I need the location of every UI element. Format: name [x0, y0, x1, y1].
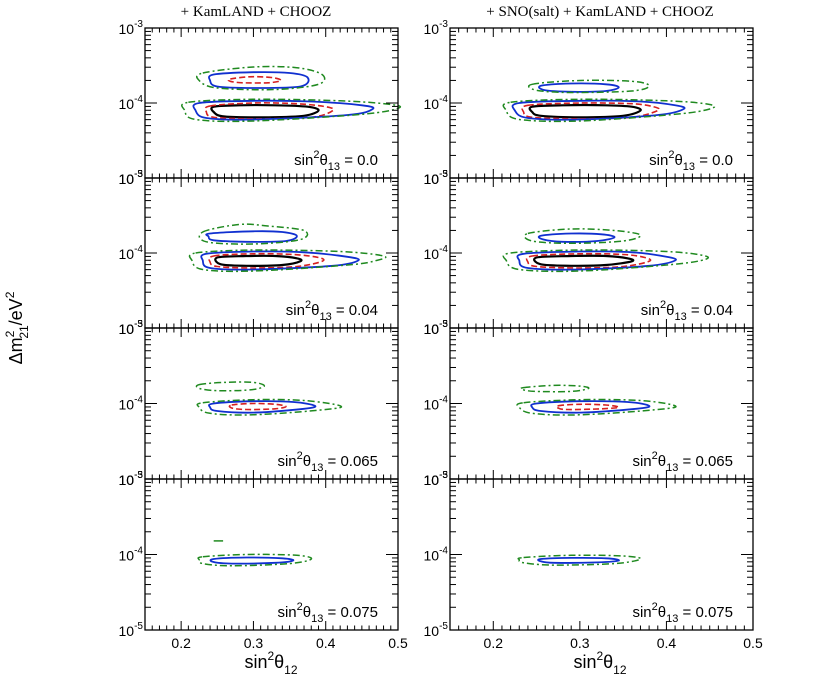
- contour-red-low-r1-c1: [525, 252, 652, 269]
- panel-theta13-label: sin2θ13 = 0.065: [632, 450, 733, 474]
- contour-blue-low-r2-c1: [530, 400, 651, 414]
- contour-blue-low-r3-c1: [537, 556, 620, 564]
- panel-r0-c0: 10-3 10-4 10-5 sin2θ13 = 0.0: [119, 19, 402, 187]
- contour-green-high-r0-c0: [195, 65, 326, 91]
- y-tick-label: 10-3: [119, 169, 144, 187]
- y-tick-label: 10-3: [119, 19, 144, 37]
- column-title-right: + SNO(salt) + KamLAND + CHOOZ: [486, 4, 713, 20]
- panel-theta13-label: sin2θ13 = 0.04: [641, 299, 733, 323]
- y-tick-label: 10-4: [424, 546, 449, 564]
- y-tick-label: 10-5: [424, 169, 449, 187]
- contour-blue-low-r0-c1: [511, 99, 686, 121]
- y-tick-label: 10-3: [424, 169, 449, 187]
- contour-black-r0-c1: [528, 103, 642, 119]
- column-title-left: + KamLAND + CHOOZ: [181, 4, 332, 20]
- contour-red-low-r1-c0: [208, 252, 325, 269]
- contour-green-high-r1-c1: [523, 228, 642, 245]
- x-axis-label-0: sin2θ12: [244, 649, 297, 677]
- panel-theta13-label: sin2θ13 = 0.075: [632, 601, 733, 625]
- contour-green-low-r0-c1: [502, 98, 716, 123]
- y-tick-label: 10-4: [119, 395, 144, 413]
- y-tick-label: 10-4: [119, 244, 144, 262]
- contour-black-r0-c0: [210, 103, 320, 119]
- panel-grid: 10-3 10-4 10-5 sin2θ13 = 0.0 10-3 10-4 10-5 sin…: [119, 19, 763, 651]
- y-axis-label-text: Δm221/eV2: [3, 291, 31, 364]
- contour-green-high-r1-c0: [198, 223, 309, 245]
- panel-r1-c1: 10-3 10-4 10-5 sin2θ13 = 0.04: [424, 169, 754, 337]
- y-tick-label: 10-5: [119, 169, 144, 187]
- contour-green-low-r2-c1: [516, 398, 677, 416]
- y-tick-label: 10-5: [424, 470, 449, 488]
- panel-theta13-label: sin2θ13 = 0.065: [277, 450, 378, 474]
- x-tick-label: 0.4: [316, 635, 336, 651]
- y-tick-label: 10-3: [119, 470, 144, 488]
- y-tick-label: 10-3: [424, 19, 449, 37]
- contour-blue-high-r0-c1: [538, 82, 620, 93]
- contour-green-high-r0-c1: [527, 79, 650, 94]
- panel-r2-c1: 10-3 10-4 10-5 sin2θ13 = 0.065: [424, 319, 754, 488]
- contour-green-high-r2-c0: [195, 381, 266, 392]
- y-tick-label: 10-4: [424, 244, 449, 262]
- contour-green-low-r1-c0: [188, 249, 387, 273]
- contour-blue-high-r1-c1: [537, 232, 616, 243]
- x-axis-labels: sin2θ12 sin2θ12: [244, 649, 626, 677]
- contour-red-low-r0-c0: [204, 102, 335, 120]
- contour-blue-low-r1-c0: [200, 250, 360, 271]
- contour-black-r1-c0: [214, 254, 303, 267]
- y-tick-label: 10-5: [424, 621, 449, 639]
- y-axis-label: Δm221/eV2: [3, 291, 31, 364]
- column-titles: + KamLAND + CHOOZ + SNO(salt) + KamLAND …: [181, 4, 714, 20]
- contour-green-low-r2-c0: [196, 398, 343, 416]
- x-tick-label: 0.2: [484, 635, 504, 651]
- x-tick-label: 0.3: [570, 635, 590, 651]
- contour-green-low-r3-c1: [517, 554, 642, 566]
- panel-theta13-label: sin2θ13 = 0.0: [294, 149, 378, 173]
- y-tick-label: 10-5: [119, 470, 144, 488]
- panel-theta13-label: sin2θ13 = 0.075: [277, 601, 378, 625]
- contour-black-r1-c1: [533, 254, 635, 267]
- y-tick-label: 10-4: [424, 395, 449, 413]
- x-tick-label: 0.4: [657, 635, 677, 651]
- panel-r0-c1: 10-3 10-4 10-5 sin2θ13 = 0.0: [424, 19, 754, 187]
- contour-blue-low-r0-c0: [192, 99, 375, 121]
- contour-blue-low-r1-c1: [516, 250, 677, 271]
- contour-red-high-r0-c0: [227, 75, 282, 84]
- contour-blue-high-r1-c0: [205, 230, 298, 243]
- x-axis-label-1: sin2θ12: [573, 649, 626, 677]
- y-tick-label: 10-5: [119, 621, 144, 639]
- y-tick-label: 10-4: [119, 546, 144, 564]
- contour-blue-low-r3-c0: [209, 556, 295, 565]
- contour-red-low-r0-c1: [521, 102, 661, 120]
- contour-blue-high-r0-c0: [208, 71, 310, 89]
- y-tick-label: 10-4: [424, 94, 449, 112]
- contour-blue-low-r2-c0: [208, 400, 317, 414]
- y-tick-label: 10-4: [119, 94, 144, 112]
- x-tick-label: 0.2: [171, 635, 191, 651]
- contour-red-low-r2-c0: [228, 402, 287, 411]
- panel-r3-c0: 10-3 10-4 10-5 sin2θ13 = 0.075 0.2 0.3 0.4 0.5: [119, 470, 408, 651]
- contour-red-low-r2-c1: [555, 403, 620, 411]
- y-tick-label: 10-3: [424, 319, 449, 337]
- x-tick-label: 0.3: [244, 635, 264, 651]
- contour-green-low-r0-c0: [181, 98, 402, 123]
- panel-r1-c0: 10-3 10-4 10-5 sin2θ13 = 0.04: [119, 169, 399, 337]
- panel-r3-c1: 10-3 10-4 10-5 sin2θ13 = 0.075 0.2 0.3 0.4 0.5: [424, 470, 763, 651]
- panel-r2-c0: 10-3 10-4 10-5 sin2θ13 = 0.065: [119, 319, 399, 488]
- y-tick-label: 10-5: [424, 319, 449, 337]
- panel-theta13-label: sin2θ13 = 0.04: [286, 299, 378, 323]
- y-tick-label: 10-5: [119, 319, 144, 337]
- x-tick-label: 0.5: [388, 635, 408, 651]
- y-tick-label: 10-3: [424, 470, 449, 488]
- x-tick-label: 0.5: [743, 635, 763, 651]
- panel-theta13-label: sin2θ13 = 0.0: [649, 149, 733, 173]
- contour-green-high-r2-c1: [520, 384, 590, 393]
- y-tick-label: 10-3: [119, 319, 144, 337]
